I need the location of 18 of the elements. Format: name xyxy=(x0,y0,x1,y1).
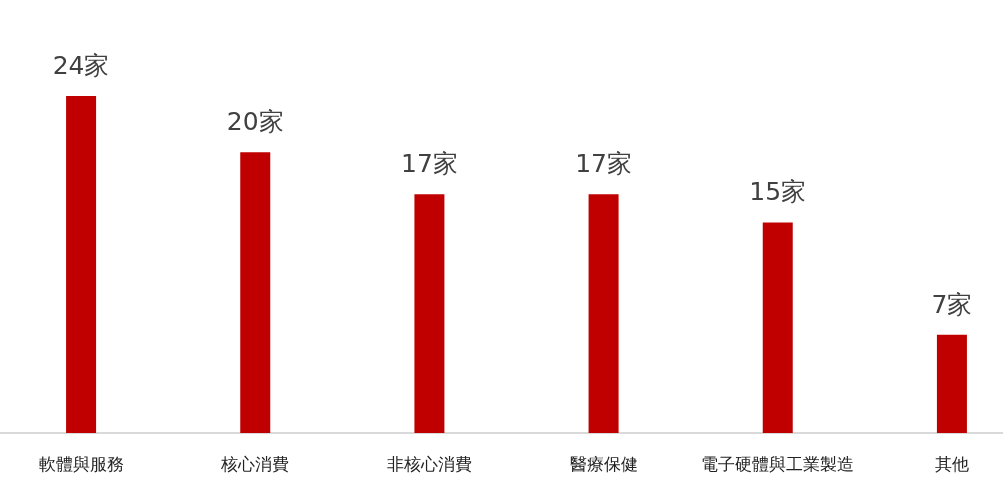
data-label: 24家 xyxy=(52,51,110,80)
data-label: 17家 xyxy=(401,149,458,179)
data-label: 20家 xyxy=(226,107,284,137)
bar xyxy=(588,194,619,433)
x-tick-label: 核心消費 xyxy=(220,453,290,474)
x-tick-label: 醫療保健 xyxy=(569,453,638,474)
data-label: 17家 xyxy=(575,149,632,179)
data-label: 15家 xyxy=(749,177,807,207)
bar xyxy=(240,152,271,433)
x-tick-label: 電子硬體與工業製造 xyxy=(701,453,855,474)
x-tick-label: 非核心消費 xyxy=(386,453,472,474)
x-tick-label: 軟體與服務 xyxy=(38,453,124,474)
x-tick-label: 其他 xyxy=(934,453,969,474)
bar xyxy=(66,96,97,433)
data-label: 7家 xyxy=(931,289,973,319)
bar xyxy=(414,194,445,433)
bar xyxy=(936,334,967,433)
bar xyxy=(762,222,793,433)
